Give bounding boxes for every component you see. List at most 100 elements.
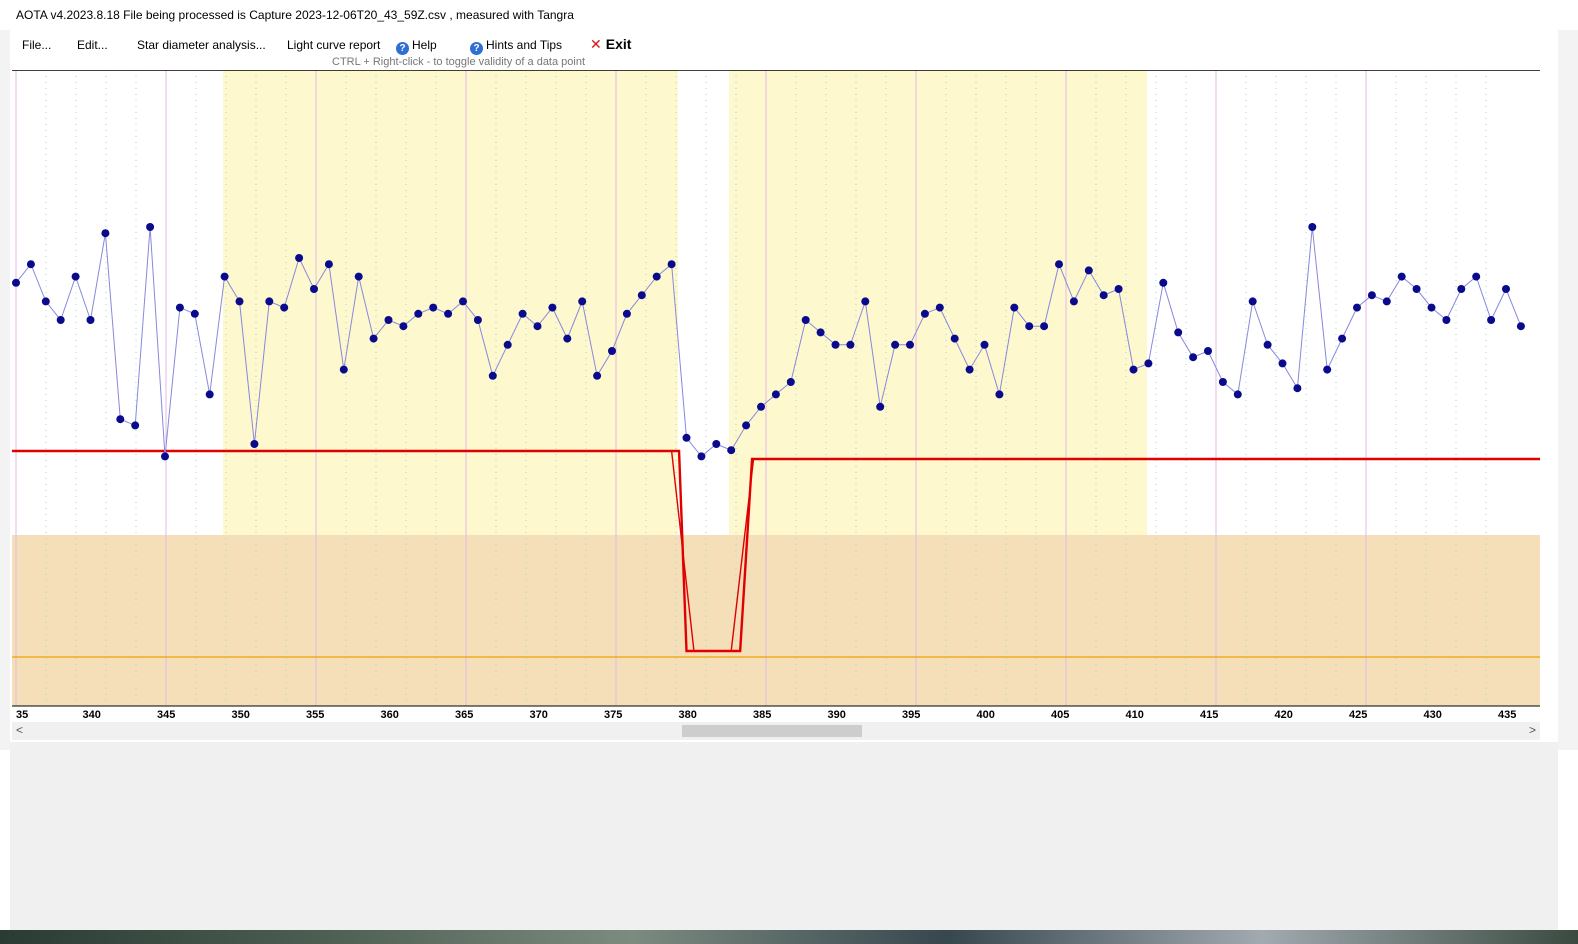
x-tick-label: 415 <box>1200 709 1218 720</box>
left-edge-panel <box>0 30 10 750</box>
target-star-point <box>891 340 900 349</box>
target-star-point <box>742 421 751 430</box>
target-star-point <box>1233 390 1242 399</box>
light-curve-plot[interactable]: 35 340 345 350 355 360 365 370 375 380 385 390 395 40… <box>12 70 1540 720</box>
x-tick-label: 420 <box>1275 709 1293 720</box>
target-star-point <box>354 272 363 281</box>
target-star-point <box>265 297 274 306</box>
target-star-point <box>1293 384 1302 393</box>
target-star-point <box>1099 291 1108 300</box>
target-star-point <box>1382 297 1391 306</box>
target-star-point <box>12 278 20 287</box>
target-star-point <box>533 322 542 331</box>
target-star-point <box>26 260 35 269</box>
target-star-point <box>667 260 676 269</box>
target-star-point <box>1114 285 1123 293</box>
target-star-point <box>1248 297 1257 306</box>
target-star-point <box>220 272 229 281</box>
target-star-point <box>1025 322 1034 331</box>
target-star-point <box>86 316 95 324</box>
menu-star-diameter[interactable]: Star diameter analysis... <box>137 38 266 52</box>
target-star-point <box>161 452 169 461</box>
menu-edit[interactable]: Edit... <box>77 38 108 52</box>
target-star-point <box>339 365 348 374</box>
target-star-point <box>1055 260 1063 269</box>
target-star-point <box>429 303 438 312</box>
target-star-point <box>116 415 125 424</box>
target-star-point <box>831 340 840 349</box>
menu-exit[interactable]: ✕ Exit <box>590 36 631 53</box>
x-tick-label: 365 <box>455 709 473 720</box>
target-star-point <box>637 291 646 300</box>
target-star-point <box>473 316 482 324</box>
target-star-point <box>876 402 885 411</box>
target-star-point <box>324 260 333 269</box>
scrollbar-thumb[interactable] <box>682 725 862 737</box>
plot-horizontal-scrollbar[interactable]: < > <box>12 722 1540 740</box>
target-star-point <box>384 316 393 324</box>
target-star-point <box>1129 365 1138 374</box>
target-star-point <box>727 446 736 455</box>
target-star-point <box>816 328 825 337</box>
target-star-point <box>131 421 140 430</box>
menu-help[interactable]: ? Help <box>396 38 437 55</box>
target-star-point <box>459 297 467 306</box>
target-star-point <box>593 371 602 380</box>
title-bar: AOTA v4.2023.8.18 File being processed i… <box>0 0 1578 30</box>
target-star-point <box>1040 322 1049 331</box>
x-tick-label: 405 <box>1051 709 1069 720</box>
target-star-point <box>757 402 765 411</box>
target-star-point <box>1189 353 1198 362</box>
target-star-point <box>1218 378 1227 386</box>
model-fit-edge-line <box>670 450 755 652</box>
target-star-point <box>622 309 631 318</box>
menu-hints-label: Hints and Tips <box>486 38 563 52</box>
x-tick-label: 425 <box>1349 709 1367 720</box>
x-tick-label: 380 <box>679 709 697 720</box>
x-tick-label: 385 <box>753 709 771 720</box>
target-star-point <box>935 303 944 312</box>
toggle-validity-hint: CTRL + Right-click - to toggle validity … <box>332 56 586 68</box>
target-star-point <box>1069 297 1078 306</box>
target-star-point <box>1144 359 1153 368</box>
desktop-background <box>0 930 1578 944</box>
x-tick-label: 340 <box>83 709 101 720</box>
target-star-point <box>995 390 1004 399</box>
target-star-point <box>205 390 214 399</box>
target-star-point <box>920 309 929 318</box>
right-edge-panel <box>1558 30 1578 750</box>
target-star-point <box>608 347 616 355</box>
scroll-right-icon[interactable]: > <box>1528 723 1536 737</box>
target-star-point <box>41 297 50 306</box>
x-tick-label: 390 <box>828 709 846 720</box>
x-tick-label: 35 <box>16 709 28 720</box>
target-star-point <box>682 433 691 442</box>
target-star-point <box>1308 223 1317 231</box>
menu-exit-label: Exit <box>605 36 632 52</box>
target-star-point <box>518 309 527 318</box>
target-star-point <box>712 440 721 448</box>
menu-light-curve-report[interactable]: Light curve report <box>287 38 381 52</box>
target-star-point <box>1502 285 1510 293</box>
scroll-left-icon[interactable]: < <box>16 723 24 737</box>
target-star-point <box>548 303 557 312</box>
target-star-point <box>250 440 259 448</box>
target-star-point <box>1487 316 1496 324</box>
target-star-point <box>101 229 110 238</box>
target-star-point <box>1412 285 1421 293</box>
target-star-point <box>190 309 199 318</box>
menu-bar: File... Edit... Star diameter analysis..… <box>10 33 1558 57</box>
target-star-point <box>1278 359 1287 368</box>
x-tick-label: 350 <box>232 709 250 720</box>
target-star-point <box>1263 340 1272 349</box>
x-tick-label: 360 <box>381 709 399 720</box>
menu-file[interactable]: File... <box>22 38 52 52</box>
x-tick-label: 430 <box>1424 709 1442 720</box>
target-star-point <box>771 390 780 399</box>
menu-hints-and-tips[interactable]: ? Hints and Tips <box>470 38 562 55</box>
target-star-point <box>697 452 706 461</box>
x-tick-label: 400 <box>977 709 995 720</box>
help-icon: ? <box>396 42 409 55</box>
x-tick-label: 370 <box>530 709 548 720</box>
window-title: AOTA v4.2023.8.18 File being processed i… <box>16 8 574 22</box>
